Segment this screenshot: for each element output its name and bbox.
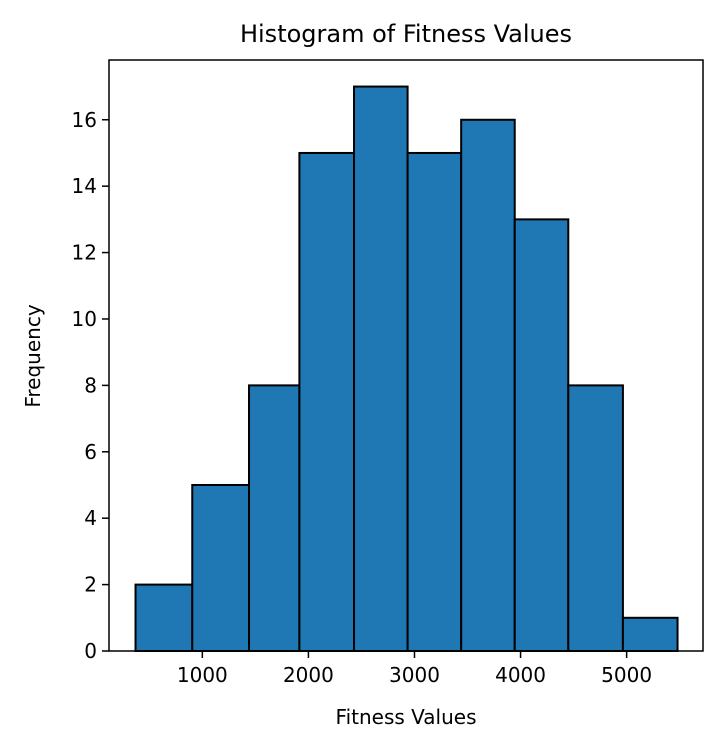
histogram-bar [460,118,516,653]
x-tick-label: 1000 [177,663,228,687]
y-axis-title: Frequency [21,304,45,407]
x-axis: 1000 2000 3000 4000 5000 [177,651,652,687]
x-axis-title: Fitness Values [336,705,477,729]
histogram-bar [567,384,624,652]
y-axis: 0 2 4 6 8 10 12 14 16 [72,108,109,663]
histogram-bar [298,151,356,653]
chart-title: Histogram of Fitness Values [240,20,572,48]
y-tick-label: 10 [72,307,97,331]
x-tick-label: 2000 [283,663,334,687]
histogram-bar [134,583,194,653]
histogram-bar [513,218,570,652]
y-tick-label: 12 [72,241,97,265]
x-tick-label: 3000 [389,663,440,687]
histogram-bar [621,616,679,652]
histogram-bar [406,151,463,653]
y-tick-label: 0 [84,639,97,663]
histogram-bar [248,384,301,652]
x-tick-label: 4000 [495,663,546,687]
histogram-bar [353,85,409,653]
y-tick-label: 14 [72,174,97,198]
y-tick-label: 16 [72,108,97,132]
y-tick-label: 6 [84,440,97,464]
y-tick-label: 8 [84,373,97,397]
plot-frame [108,59,704,652]
histogram-bar [191,483,251,652]
y-tick-label: 4 [84,506,97,530]
bars-group [134,85,679,653]
x-tick-label: 5000 [601,663,652,687]
y-tick-label: 2 [84,573,97,597]
